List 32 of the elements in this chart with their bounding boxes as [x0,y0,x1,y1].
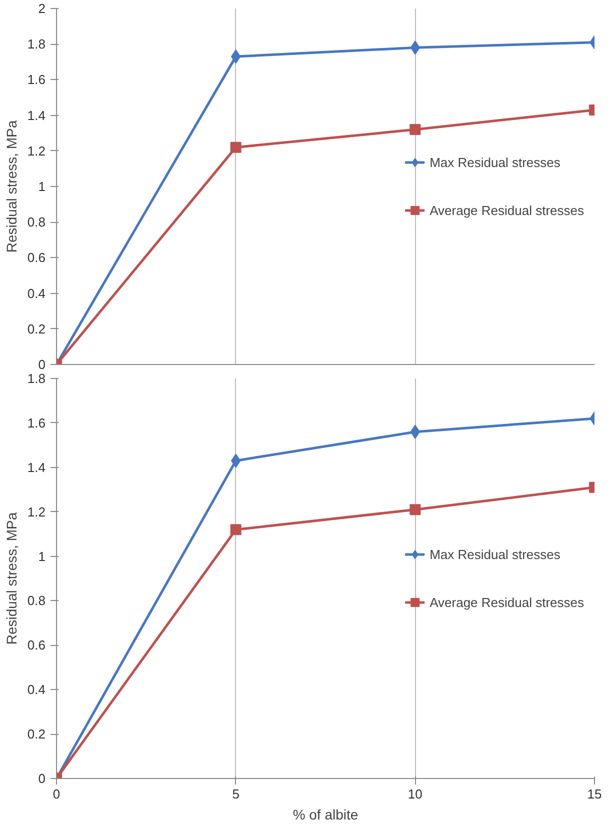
y-tick-label: 0 [38,357,46,372]
x-tick-label: 15 [587,786,602,802]
x-tick-label: 5 [232,786,240,802]
y-tick-label: 0.6 [27,638,46,653]
y-tick-label: 0.2 [27,321,46,336]
y-tick-label: 1 [38,548,46,564]
y-tick-label: 1.4 [27,460,46,475]
y-tick-label: 1 [38,179,46,194]
x-tick-label: 10 [408,786,422,802]
y-tick-label: 0 [38,771,46,786]
y-tick-label: 1.6 [27,72,46,88]
y-axis-title: Residual stress, MPa [3,120,20,253]
y-tick-label: 0.4 [27,286,46,301]
y-tick-label: 1.8 [27,371,46,386]
y-tick-label: 0.2 [27,726,46,742]
y-tick-label: 1.2 [27,504,46,520]
y-tick-label: 0.8 [27,214,46,230]
y-tick-label: 0.4 [27,682,46,698]
legend-label: Max Residual stresses [430,154,560,170]
y-tick-label: 2 [38,1,46,16]
y-tick-label: 1.2 [27,143,46,158]
x-axis-title: % of albite [292,806,358,822]
y-axis-title: Residual stress, MPa [3,512,20,645]
legend-label: Average Residual stresses [430,594,584,610]
y-tick-label: 0.8 [27,593,46,608]
y-tick-label: 1.4 [27,108,46,123]
legend-label: Max Residual stresses [430,546,560,562]
y-tick-label: 1.8 [27,36,46,52]
legend-label: Average Residual stresses [430,202,584,218]
x-tick-label: 0 [52,786,60,802]
y-tick-label: 0.6 [27,250,46,266]
y-tick-label: 1.6 [27,415,46,430]
